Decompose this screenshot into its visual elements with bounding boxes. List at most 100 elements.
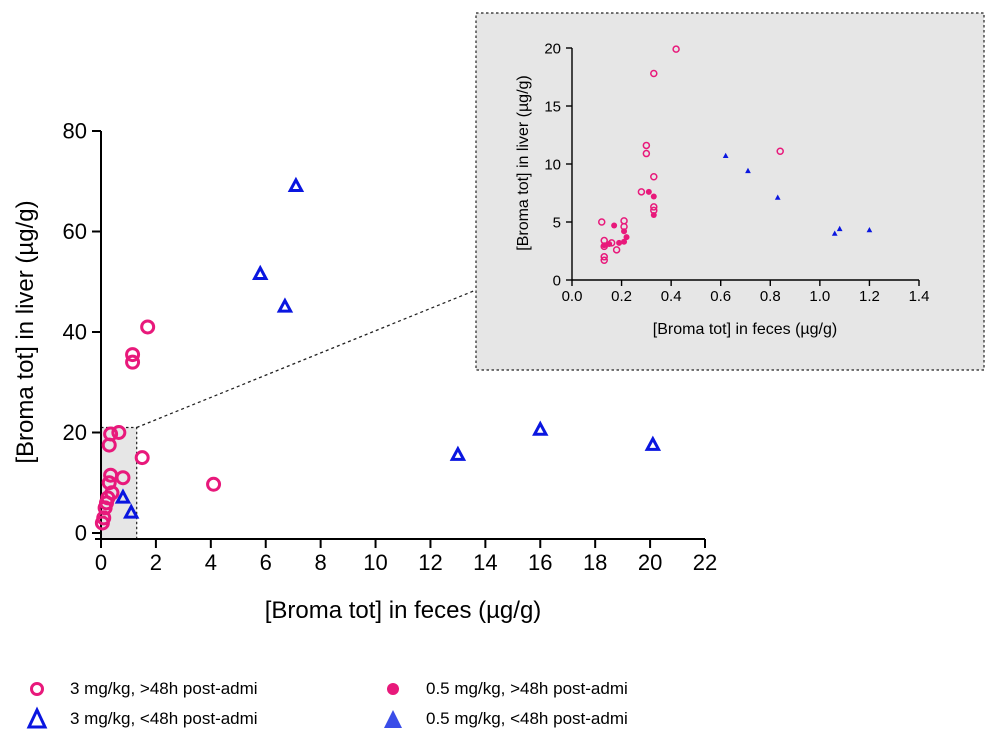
inset-axes: 0.0 0.2 0.4 0.6 0.8 1.0 1.2 1.4 0 5 10 15 20 xyxy=(544,40,929,305)
main-points xyxy=(94,176,662,531)
data-point-open-circle xyxy=(642,149,651,158)
data-point-filled-circle xyxy=(601,242,608,249)
main-x-axis-label: [Broma tot] in feces (µg/g) xyxy=(265,597,542,624)
data-point-open-circle xyxy=(103,426,119,442)
data-point-open-circle xyxy=(637,188,646,196)
y-tick-label: 5 xyxy=(553,214,561,231)
data-point-filled-triangle xyxy=(745,167,751,174)
data-point-open-circle xyxy=(140,319,156,335)
x-tick-label: 0.0 xyxy=(562,288,583,305)
data-point-open-triangle xyxy=(122,503,140,519)
x-tick-label: 10 xyxy=(363,550,387,575)
data-point-open-triangle xyxy=(287,176,305,193)
data-point-filled-circle xyxy=(650,193,657,200)
data-point-filled-triangle xyxy=(866,226,873,233)
data-point-filled-triangle xyxy=(774,194,781,200)
data-point-filled-circle xyxy=(645,188,652,195)
x-tick-label: 0.4 xyxy=(661,288,682,305)
data-point-open-triangle xyxy=(114,488,132,504)
data-point-open-circle xyxy=(650,69,658,78)
data-point-open-circle xyxy=(600,253,608,261)
data-point-open-circle xyxy=(125,347,141,363)
data-point-open-triangle xyxy=(532,420,549,436)
data-point-open-circle xyxy=(600,256,608,265)
inset-points xyxy=(597,45,873,265)
legend-label: 0.5 mg/kg, <48h post-admi xyxy=(426,709,628,728)
data-point-open-circle xyxy=(125,354,141,370)
x-tick-label: 1.0 xyxy=(809,288,830,305)
y-tick-label: 0 xyxy=(553,272,561,289)
data-point-open-circle xyxy=(612,246,621,254)
y-tick-label: 15 xyxy=(544,98,561,115)
x-tick-label: 4 xyxy=(205,550,217,575)
legend-item: 0.5 mg/kg, <48h post-admi xyxy=(376,706,628,732)
y-tick-label: 60 xyxy=(63,219,87,244)
open-circle-marker-icon xyxy=(30,682,44,696)
data-point-open-triangle xyxy=(644,435,662,451)
legend-item: 0.5 mg/kg, >48h post-admi xyxy=(376,676,628,702)
inset-y-axis-label: [Broma tot] in liver (µg/g) xyxy=(515,75,532,251)
data-point-open-circle xyxy=(776,147,784,155)
data-point-filled-circle xyxy=(621,238,628,245)
data-point-filled-triangle xyxy=(831,230,838,236)
x-tick-label: 6 xyxy=(260,550,272,575)
x-tick-label: 12 xyxy=(418,550,442,575)
legend-label: 3 mg/kg, <48h post-admi xyxy=(70,709,258,728)
x-tick-label: 1.2 xyxy=(859,288,880,305)
y-tick-label: 20 xyxy=(544,40,561,57)
data-point-filled-circle xyxy=(616,239,623,246)
main-y-axis-label: [Broma tot] in liver (µg/g) xyxy=(12,200,39,463)
data-point-filled-circle xyxy=(623,234,630,241)
main-axes: 0 2 4 6 8 10 12 14 16 18 20 22 0 20 40 60 80 xyxy=(63,119,718,575)
data-point-open-circle xyxy=(597,218,606,226)
legend-label: 0.5 mg/kg, >48h post-admi xyxy=(426,679,628,698)
zoom-connector-line xyxy=(136,289,477,429)
data-point-open-circle xyxy=(134,450,150,466)
legend-item: 3 mg/kg, <48h post-admi xyxy=(20,706,258,732)
data-point-filled-circle xyxy=(650,212,657,219)
x-tick-label: 20 xyxy=(638,550,662,575)
y-tick-label: 80 xyxy=(63,119,87,144)
data-point-open-circle xyxy=(104,485,120,501)
data-point-open-circle xyxy=(642,141,651,150)
y-tick-label: 10 xyxy=(544,156,561,173)
filled-triangle-marker-icon xyxy=(384,710,402,728)
data-point-open-triangle xyxy=(252,264,269,280)
x-tick-label: 8 xyxy=(315,550,327,575)
x-tick-label: 0.2 xyxy=(611,288,632,305)
data-point-filled-circle xyxy=(611,222,618,229)
x-tick-label: 2 xyxy=(150,550,162,575)
x-tick-label: 16 xyxy=(528,550,552,575)
x-tick-label: 0.8 xyxy=(760,288,781,305)
legend-label: 3 mg/kg, >48h post-admi xyxy=(70,679,258,698)
data-point-open-circle xyxy=(96,510,112,526)
data-point-filled-circle xyxy=(606,241,613,248)
data-point-open-circle xyxy=(650,203,658,211)
x-tick-label: 0.6 xyxy=(710,288,731,305)
data-point-open-triangle xyxy=(449,445,467,461)
open-triangle-marker-icon xyxy=(26,706,48,729)
data-point-filled-triangle xyxy=(722,152,729,159)
data-point-open-circle xyxy=(115,470,131,486)
x-tick-label: 14 xyxy=(473,550,497,575)
x-tick-label: 0 xyxy=(95,550,107,575)
x-tick-label: 22 xyxy=(693,550,717,575)
x-tick-label: 18 xyxy=(583,550,607,575)
inset-panel xyxy=(475,12,985,371)
data-point-open-circle xyxy=(206,476,222,492)
data-point-filled-triangle xyxy=(836,225,843,232)
filled-circle-marker-icon xyxy=(387,683,399,695)
y-tick-label: 0 xyxy=(75,521,87,546)
legend: 3 mg/kg, >48h post-admi 0.5 mg/kg, >48h … xyxy=(20,676,980,736)
y-tick-label: 40 xyxy=(63,320,87,345)
data-point-open-circle xyxy=(111,425,127,440)
data-point-open-triangle xyxy=(276,297,294,313)
inset-x-axis-label: [Broma tot] in feces (µg/g) xyxy=(653,321,837,338)
x-tick-label: 1.4 xyxy=(909,288,930,305)
data-point-open-circle xyxy=(672,45,680,53)
data-point-filled-circle xyxy=(621,228,628,235)
y-tick-label: 20 xyxy=(63,420,87,445)
legend-item: 3 mg/kg, >48h post-admi xyxy=(20,676,258,702)
data-point-open-circle xyxy=(650,173,658,181)
